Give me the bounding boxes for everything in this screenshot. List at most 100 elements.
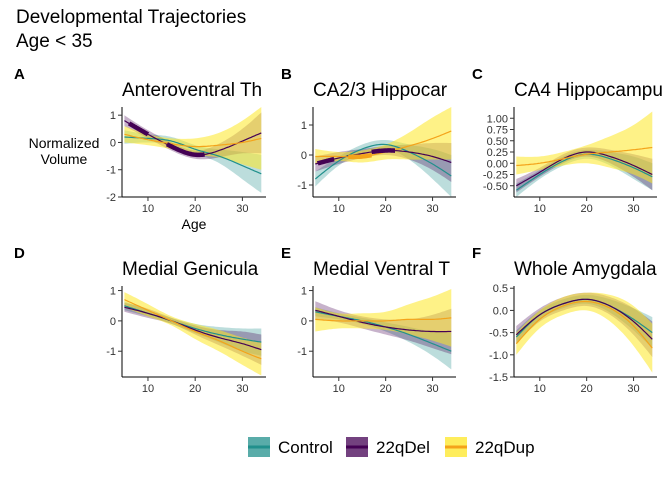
panel-d: D Medial Genicula 10 20 30 -1 0 1 [14,245,266,395]
line-22qdel [515,151,653,187]
series-lines [314,130,452,180]
x-tick-label: 20 [189,383,201,395]
x-tick-label: 30 [627,383,639,395]
panel-title: Whole Amygdala [514,259,657,280]
y-tick-label: 0 [301,316,307,328]
band-22qdup [124,107,262,170]
x-tick-label: 10 [142,203,154,215]
x-tick-label: 20 [581,383,593,395]
highlight-22qdel [165,142,205,158]
x-axis-label: Age [182,216,207,232]
y-tick-label: 0.25 [487,147,508,159]
line-22qdup [516,146,653,167]
band-22qdup [124,292,262,376]
y-tick-label: 0.5 [493,283,508,295]
band-22qdup [315,107,452,164]
legend-item-22qdel: 22qDel [346,437,430,457]
line-22qdup [515,300,653,349]
line-22qdup [124,299,262,360]
line-22qdel [124,306,262,351]
line-control [314,143,452,180]
x-tick-label: 30 [236,203,248,215]
legend-label: 22qDup [475,438,535,457]
panel-letter: E [281,245,291,262]
panel-f: F Whole Amygdala 10 20 30 -1.5 -1.0 -0.5 0.0 0.5 [472,245,657,395]
y-tick-label: 0.0 [493,305,508,317]
y-tick-label: -1 [106,346,116,358]
x-tick-label: 20 [189,203,201,215]
panel-b: B CA2/3 Hippocar 10 20 30 -1 0 1 [281,66,456,215]
confidence-bands [315,289,452,370]
figure-title-line1: Developmental Trajectories [16,7,246,28]
y-tick-label: 0.50 [487,136,508,148]
y-tick-label: -0.25 [483,170,508,182]
panel-title: Anteroventral Th [122,80,262,101]
highlight-22qdel [316,156,335,166]
line-control [124,136,262,175]
highlight-22qdup [348,152,372,160]
y-tick-label: 1 [301,120,307,132]
series-lines [124,299,262,360]
series-lines [515,146,653,191]
x-tick-label: 30 [627,203,639,215]
x-tick-label: 10 [142,383,154,395]
panel-letter: B [281,66,292,83]
legend-item-22qdup: 22qDup [445,437,535,457]
y-tick-label: -0.50 [483,181,508,193]
panel-letter: C [472,66,483,83]
panel-letter: F [472,245,481,262]
legend-label: Control [278,438,333,457]
y-tick-label: 0 [110,316,116,328]
highlight-22qdel [127,121,150,137]
panel-a: A Anteroventral Th 10 20 30 -2 -1 0 1 Age Normaliz… [14,66,266,232]
highlight-22qdel [371,148,395,155]
confidence-bands [124,107,262,193]
y-tick-label: 1 [301,286,307,298]
y-tick-label: 0 [301,150,307,162]
y-tick-label: 1 [110,110,116,122]
y-tick-label: 0 [110,137,116,149]
y-axis-label: Volume [41,151,88,167]
panel-c: C CA4 Hippocampu 10 20 30 -0.50-0.250.000.250… [472,66,663,215]
x-tick-label: 20 [581,203,593,215]
series-lines [315,309,452,352]
y-axis-label: Normalized [29,135,100,151]
legend-label: 22qDel [376,438,430,457]
legend: Control 22qDel 22qDup [248,437,535,457]
panel-title: CA4 Hippocampu [514,80,663,101]
y-tick-label: 1 [110,286,116,298]
panel-title: Medial Ventral T [313,259,450,280]
figure-title-line2: Age < 35 [16,31,93,52]
confidence-bands [124,292,262,376]
x-tick-label: 20 [380,383,392,395]
x-tick-label: 10 [333,383,345,395]
y-tick-label: 1.00 [487,113,508,125]
line-22qdup [315,317,452,322]
y-tick-label: 0.00 [487,158,508,170]
band-22qdup [516,292,653,373]
line-22qdel [315,309,452,333]
y-tick-label: -1.0 [489,350,508,362]
y-tick-label: -1 [297,180,307,192]
panel-title: Medial Genicula [122,259,259,280]
y-tick-label: -1 [297,346,307,358]
x-tick-label: 10 [333,203,345,215]
y-tick-label: -1 [106,165,116,177]
line-22qdel [515,298,653,340]
series-lines [124,120,262,175]
panel-letter: D [14,245,25,262]
x-tick-label: 10 [534,203,546,215]
x-tick-label: 30 [236,383,248,395]
x-tick-label: 20 [380,203,392,215]
panel-e: E Medial Ventral T 10 20 30 -1 0 1 [281,245,456,395]
legend-item-control: Control [248,437,333,457]
band-22qdup [315,289,452,347]
panel-letter: A [14,66,25,83]
x-tick-label: 30 [426,203,438,215]
panel-title: CA2/3 Hippocar [313,80,448,101]
line-22qdup [124,133,262,148]
y-tick-label: -2 [106,192,116,204]
x-tick-label: 30 [426,383,438,395]
